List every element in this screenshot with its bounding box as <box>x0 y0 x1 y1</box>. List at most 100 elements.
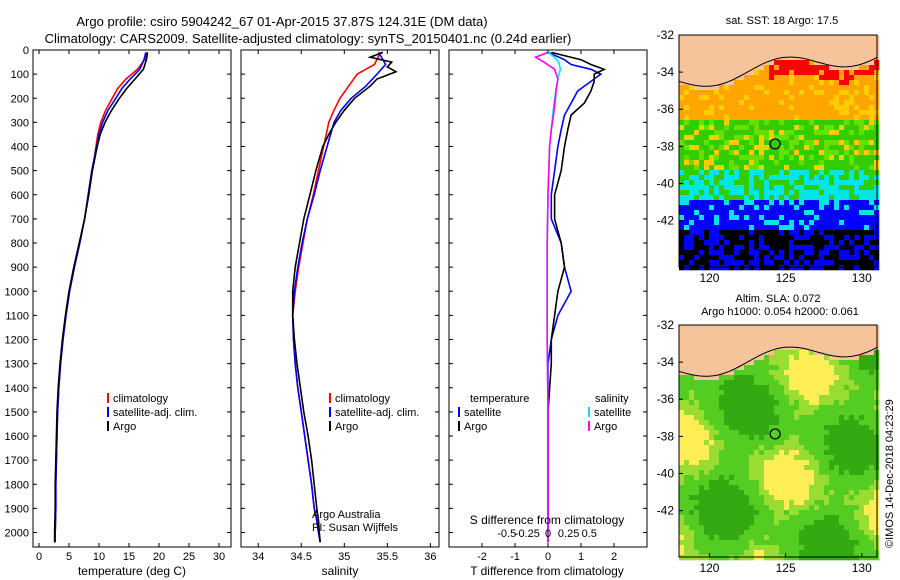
map-cell <box>814 90 820 96</box>
map-cell <box>869 515 875 521</box>
map-cell <box>709 45 715 51</box>
map-cell <box>764 185 770 191</box>
map-cell <box>709 250 715 256</box>
map-cell <box>809 440 815 446</box>
map-cell <box>699 205 705 211</box>
map-cell <box>754 360 760 366</box>
map-cell <box>834 235 840 241</box>
map-cell <box>749 530 755 536</box>
map-cell <box>759 205 765 211</box>
map-cell <box>809 235 815 241</box>
map-cell <box>704 505 710 511</box>
map-cell <box>819 455 825 461</box>
map-cell <box>704 265 710 271</box>
map-cell <box>844 380 850 386</box>
map-cell <box>819 520 825 526</box>
map-cell <box>744 450 750 456</box>
map-cell <box>784 75 790 81</box>
map-cell <box>799 400 805 406</box>
map-cell <box>739 130 745 136</box>
y-tick-label: 1200 <box>5 335 29 347</box>
map-cell <box>734 400 740 406</box>
map-cell <box>779 445 785 451</box>
map-cell <box>699 375 705 381</box>
map-cell <box>744 235 750 241</box>
map-cell <box>744 520 750 526</box>
map-cell <box>794 265 800 271</box>
map-cell <box>684 230 690 236</box>
map-cell <box>744 550 750 556</box>
map-cell <box>679 525 685 531</box>
map-cell <box>729 495 735 501</box>
map-cell <box>839 340 845 346</box>
map-cell <box>864 165 870 171</box>
map-cell <box>789 390 795 396</box>
map-cell <box>759 255 765 261</box>
map-cell <box>754 240 760 246</box>
map-cell <box>769 40 775 46</box>
map-cell <box>819 175 825 181</box>
map-cell <box>734 520 740 526</box>
map-cell <box>809 400 815 406</box>
map-cell <box>804 400 810 406</box>
legend-label: satellite <box>594 407 631 419</box>
map-cell <box>834 425 840 431</box>
map-cell <box>859 180 865 186</box>
map-cell <box>749 420 755 426</box>
map-cell <box>774 425 780 431</box>
map-cell <box>864 365 870 371</box>
map-cell <box>679 460 685 466</box>
map-cell <box>829 555 835 561</box>
map-cell <box>824 390 830 396</box>
map-cell <box>844 460 850 466</box>
map-cell <box>744 210 750 216</box>
map-cell <box>719 415 725 421</box>
map-cell <box>819 410 825 416</box>
map-cell <box>854 385 860 391</box>
map-cell <box>819 490 825 496</box>
map-cell <box>839 140 845 146</box>
map-cell <box>824 195 830 201</box>
map-cell <box>824 65 830 71</box>
map-cell <box>699 470 705 476</box>
map-cell <box>699 515 705 521</box>
map-cell <box>859 360 865 366</box>
map-cell <box>754 510 760 516</box>
map-cell <box>704 90 710 96</box>
map-cell <box>724 340 730 346</box>
map-cell <box>774 475 780 481</box>
map-cell <box>724 170 730 176</box>
map-cell <box>844 255 850 261</box>
map-cell <box>859 250 865 256</box>
map-cell <box>769 485 775 491</box>
map-cell <box>684 195 690 201</box>
map-cell <box>774 505 780 511</box>
map-cell <box>819 355 825 361</box>
map-cell <box>814 385 820 391</box>
map-cell <box>699 535 705 541</box>
map-cell <box>824 250 830 256</box>
map-cell <box>754 125 760 131</box>
map-cell <box>814 540 820 546</box>
map-cell <box>789 90 795 96</box>
map-cell <box>814 490 820 496</box>
map-cell <box>774 55 780 61</box>
map-cell <box>844 160 850 166</box>
map-cell <box>754 450 760 456</box>
map-cell <box>694 150 700 156</box>
map-cell <box>749 185 755 191</box>
map-cell <box>859 175 865 181</box>
map-cell <box>739 515 745 521</box>
map-cell <box>719 250 725 256</box>
map-cell <box>859 435 865 441</box>
map-cell <box>759 550 765 556</box>
map-cell <box>724 530 730 536</box>
map-cell <box>729 475 735 481</box>
map-cell <box>689 205 695 211</box>
map-cell <box>729 335 735 341</box>
map-cell <box>739 75 745 81</box>
map-cell <box>764 370 770 376</box>
map-cell <box>709 380 715 386</box>
y-tick-label: 200 <box>11 93 29 105</box>
map-cell <box>854 155 860 161</box>
